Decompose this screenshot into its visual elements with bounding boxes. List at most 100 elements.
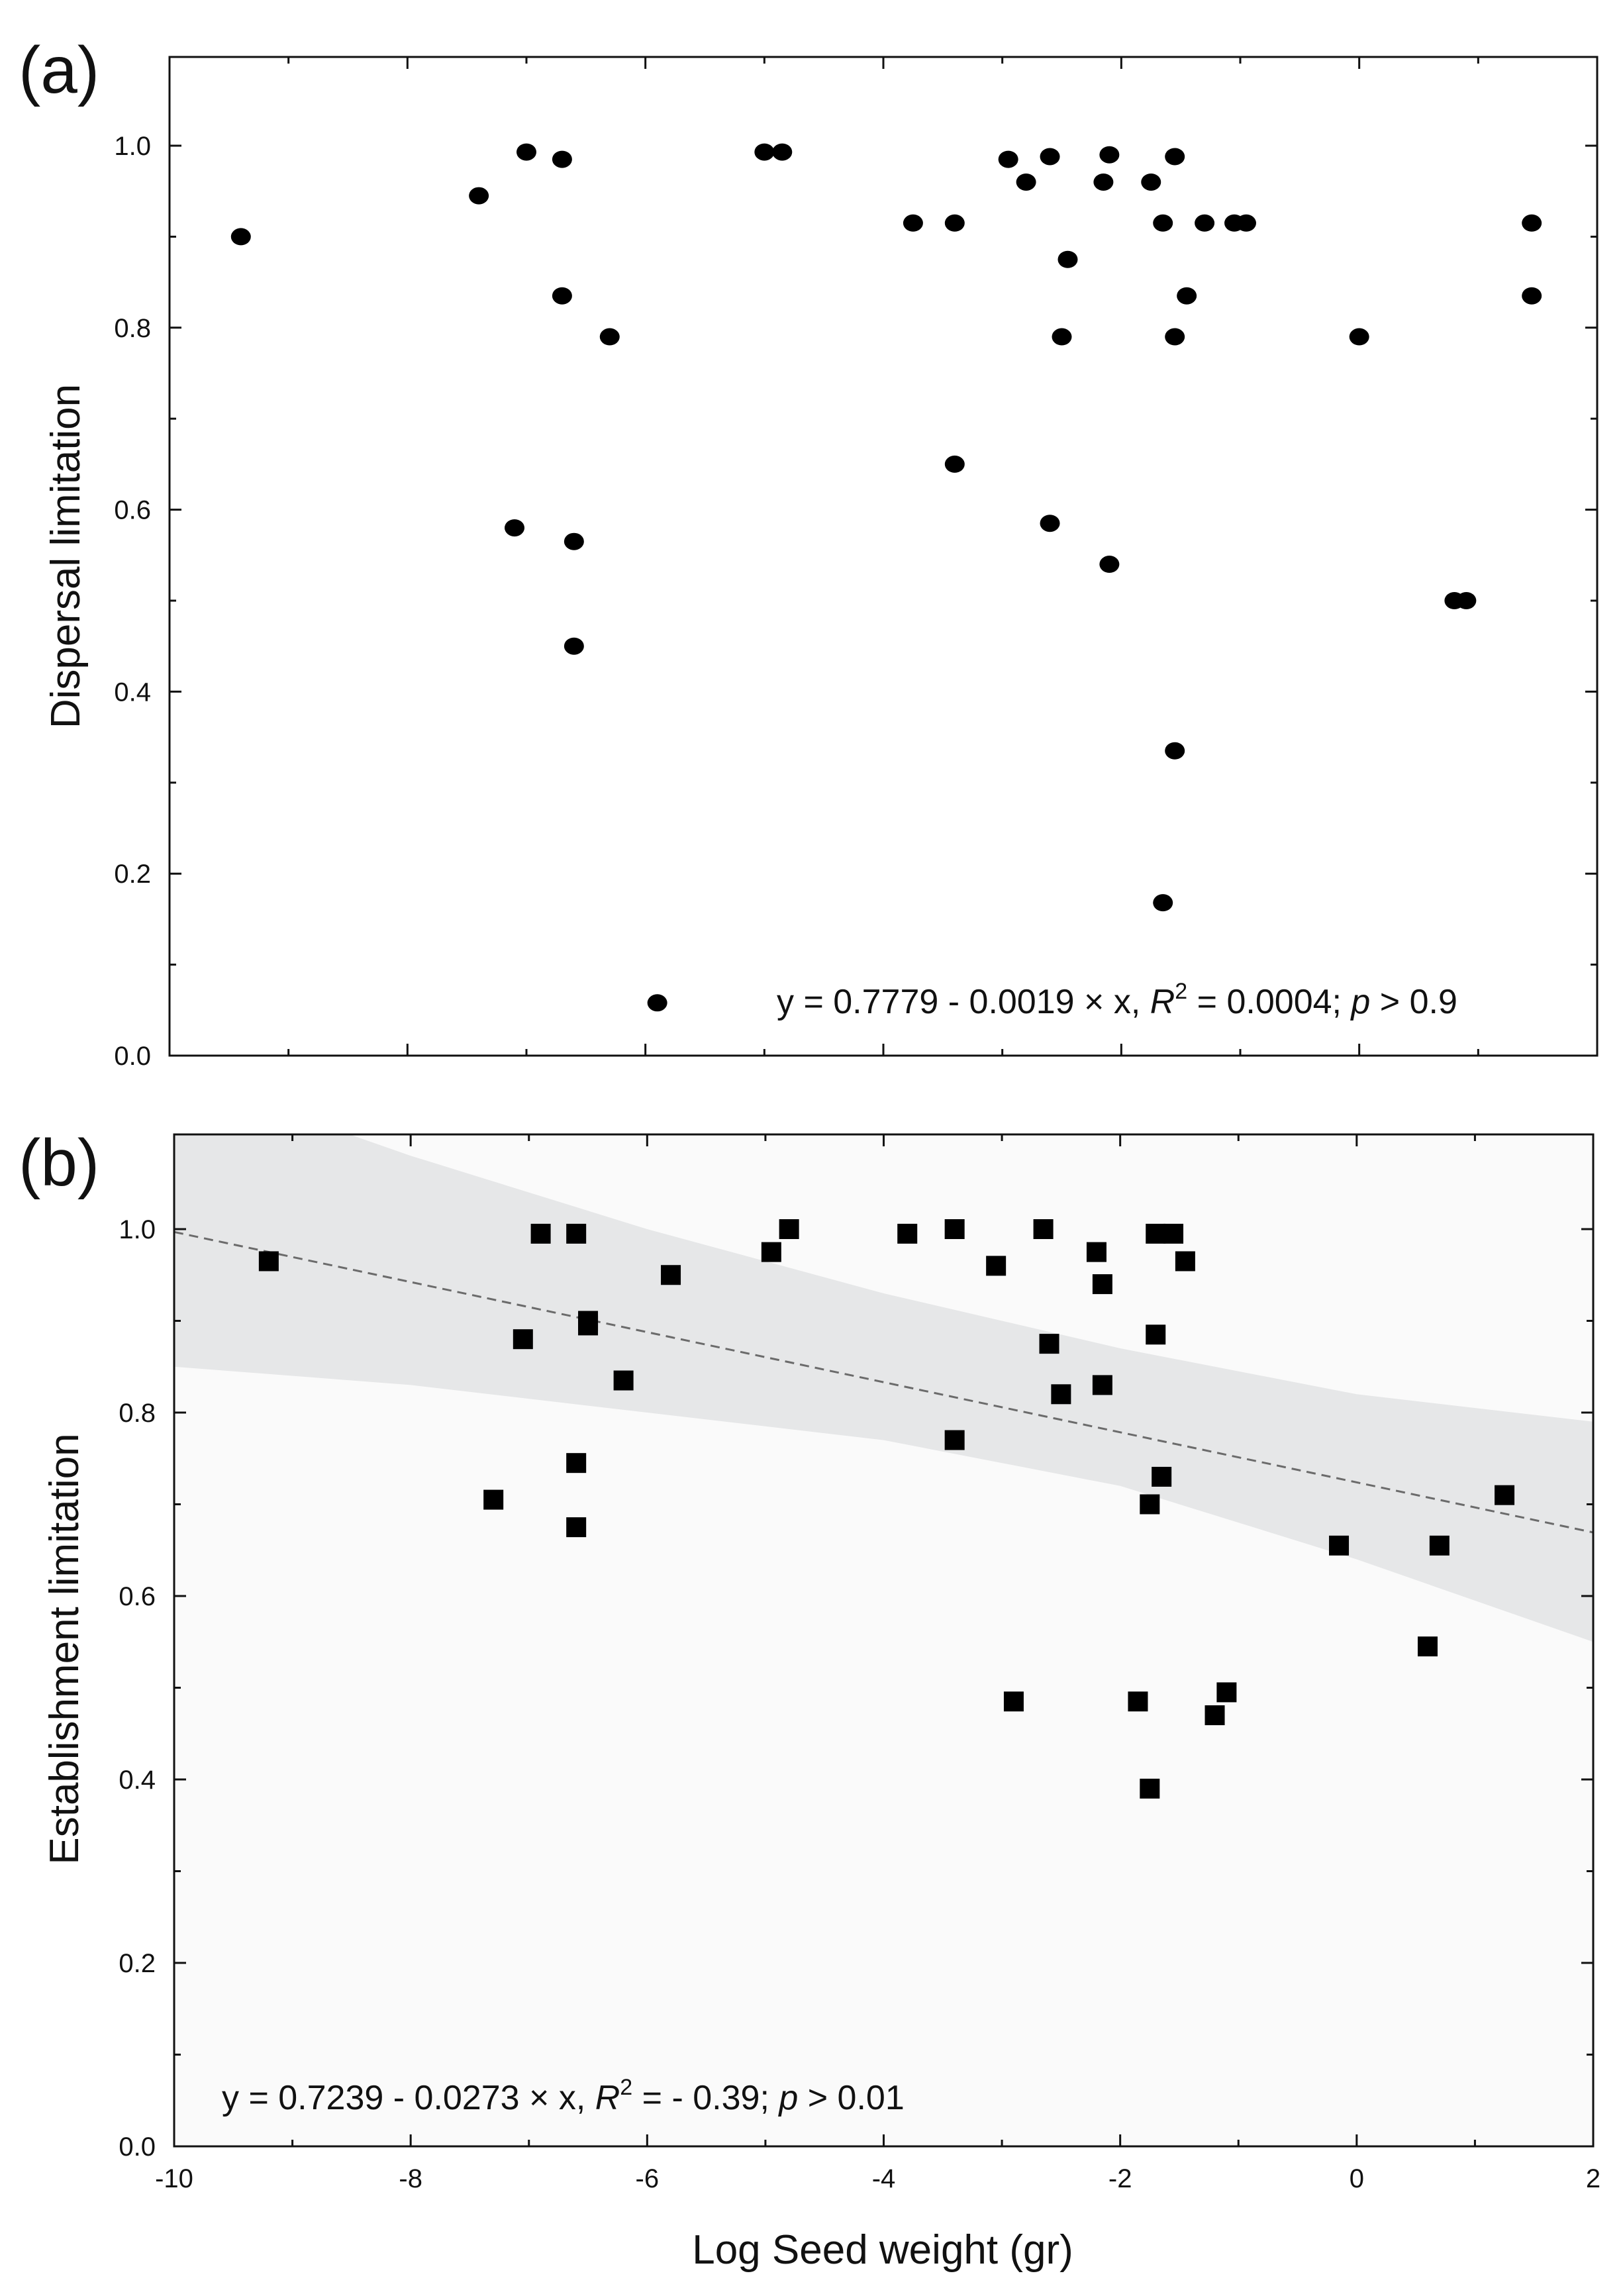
panel-b-data-point (513, 1329, 533, 1350)
panel-a-data-point (1165, 148, 1185, 166)
panel-b-x-tick-label: -10 (155, 2164, 193, 2193)
panel-b-confidence-band (174, 1134, 1593, 1642)
panel-a-data-point (1099, 146, 1120, 164)
panel-a-y-tick-label: 0.0 (114, 1042, 151, 1071)
panel-b-data-point (1216, 1682, 1237, 1703)
panel-b-data-point (1417, 1636, 1438, 1657)
panel-a-data-point (516, 143, 536, 161)
panel-b-y-tick-label: 0.4 (119, 1766, 156, 1795)
panel-b-data-point (566, 1223, 587, 1244)
panel-b-data-point (530, 1223, 551, 1244)
panel-b-regression-line (174, 1230, 1593, 1534)
panel-a-data-point (1165, 742, 1185, 760)
panel-b-x-tick-label: -4 (872, 2164, 896, 2193)
panel-a-data-point (903, 214, 923, 232)
panel-b-data-point (1033, 1219, 1054, 1239)
panel-a-data-point (1153, 894, 1173, 912)
panel-b-data-point (897, 1223, 918, 1244)
panel-a-y-tick-labels: 0.0 0.2 0.4 0.6 0.8 1.0 (114, 132, 151, 1071)
panel-b-y-tick-label: 0.6 (119, 1582, 156, 1611)
panel-b-data-point (566, 1453, 587, 1473)
panel-a-y-tick-label: 0.4 (114, 677, 151, 707)
panel-b: (b) 0.0 0.2 0.4 0.6 0.8 1.0 -10 -8 -6 -4 -2 0 2 Est… (19, 1126, 1600, 2273)
panel-b-x-axis-title: Log Seed weight (gr) (692, 2227, 1073, 2273)
panel-a-data-point (552, 150, 572, 168)
panel-b-data-point (1039, 1334, 1059, 1354)
panel-a-points (230, 143, 1542, 1012)
panel-b-y-tick-label: 0.0 (119, 2132, 156, 2162)
panel-b-eq-suffix: > 0.01 (798, 2079, 904, 2117)
panel-b-eq-prefix: y = 0.7239 - 0.0273 × x, (222, 2079, 595, 2117)
panel-a-data-point (1141, 173, 1161, 191)
panel-b-eq-p: p (777, 2079, 798, 2117)
panel-a-data-point (505, 519, 525, 537)
panel-a-y-tick-label: 1.0 (114, 132, 151, 161)
panel-b-data-point (1140, 1494, 1160, 1515)
panel-b-eq-mid: = - 0.39; (632, 2079, 779, 2117)
panel-b-y-tick-label: 0.2 (119, 1949, 156, 1978)
panel-a-data-point (647, 994, 667, 1012)
panel-b-eq-r: R (595, 2079, 620, 2117)
panel-b-data-point (1146, 1324, 1166, 1345)
panel-b-plot-content (174, 1134, 1593, 1642)
panel-b-data-point (566, 1517, 587, 1538)
panel-b-data-point (1092, 1274, 1112, 1295)
panel-a-y-tick-label: 0.6 (114, 496, 151, 525)
panel-a-plot-frame (168, 56, 1598, 1057)
panel-b-data-point (986, 1256, 1007, 1276)
panel-b-data-point (1003, 1691, 1024, 1712)
panel-a-data-point (1153, 214, 1173, 232)
panel-b-data-point (578, 1311, 599, 1331)
panel-a-data-point (754, 143, 775, 161)
panel-a-data-point (564, 637, 584, 655)
panel-a-data-point (469, 187, 489, 205)
panel-b-data-point (944, 1219, 965, 1239)
panel-a-eq-prefix: y = 0.7779 - 0.0019 × x, (777, 983, 1150, 1021)
panel-a-data-point (1195, 214, 1215, 232)
panel-a-eq-suffix: > 0.9 (1370, 983, 1457, 1021)
panel-a-data-point (1040, 148, 1060, 166)
panel-b-data-point (1051, 1384, 1071, 1405)
panel-b-data-point (258, 1251, 279, 1272)
panel-b-data-point (1128, 1691, 1148, 1712)
panel-b-data-point (613, 1370, 634, 1391)
panel-a-data-point (998, 150, 1018, 168)
panel-a-data-point (1349, 328, 1369, 346)
panel-b-label: (b) (19, 1126, 99, 1200)
panel-a-data-point (1236, 214, 1256, 232)
panel-a: (a) 0.0 0.2 0.4 0.6 0.8 1.0 Dispersal limitat… (19, 33, 1598, 1071)
panel-a-eq-r: R (1150, 983, 1175, 1021)
panel-a-data-point (1177, 287, 1197, 305)
panel-b-data-point (944, 1430, 965, 1450)
panel-a-y-tick-label: 0.2 (114, 860, 151, 889)
panel-b-data-point (483, 1489, 504, 1510)
panel-b-ticks (173, 1134, 1595, 2148)
panel-a-data-point (1057, 250, 1078, 268)
panel-b-data-point (1495, 1485, 1515, 1505)
panel-a-data-point (1099, 556, 1120, 574)
panel-a-label: (a) (19, 33, 99, 107)
panel-a-eq-p: p (1350, 983, 1370, 1021)
panel-a-data-point (1093, 173, 1114, 191)
panel-b-data-point (1429, 1535, 1450, 1556)
panel-a-data-point (1040, 515, 1060, 532)
panel-b-data-point (761, 1242, 781, 1262)
panel-b-data-point (1152, 1466, 1172, 1487)
panel-a-data-point (564, 532, 584, 550)
panel-a-data-point (1052, 328, 1072, 346)
panel-b-data-point (1205, 1705, 1225, 1726)
panel-a-data-point (772, 143, 793, 161)
panel-b-x-tick-label: -8 (399, 2164, 422, 2193)
panel-a-regression-equation: y = 0.7779 - 0.0019 × x, R2 = 0.0004; p … (777, 979, 1457, 1021)
panel-b-y-tick-labels: 0.0 0.2 0.4 0.6 0.8 1.0 (119, 1215, 156, 2162)
panel-b-x-tick-labels: -10 -8 -6 -4 -2 0 2 (155, 2164, 1600, 2193)
panel-a-y-axis-title: Dispersal limitation (43, 384, 89, 728)
panel-a-y-tick-label: 0.8 (114, 314, 151, 343)
panel-a-data-point (1522, 214, 1542, 232)
panel-b-regression-equation: y = 0.7239 - 0.0273 × x, R2 = - 0.39; p … (222, 2075, 905, 2117)
panel-b-data-point (1086, 1242, 1107, 1262)
panel-a-data-point (1522, 287, 1542, 305)
panel-b-data-point (1175, 1251, 1195, 1272)
panel-b-y-tick-label: 0.8 (119, 1399, 156, 1428)
